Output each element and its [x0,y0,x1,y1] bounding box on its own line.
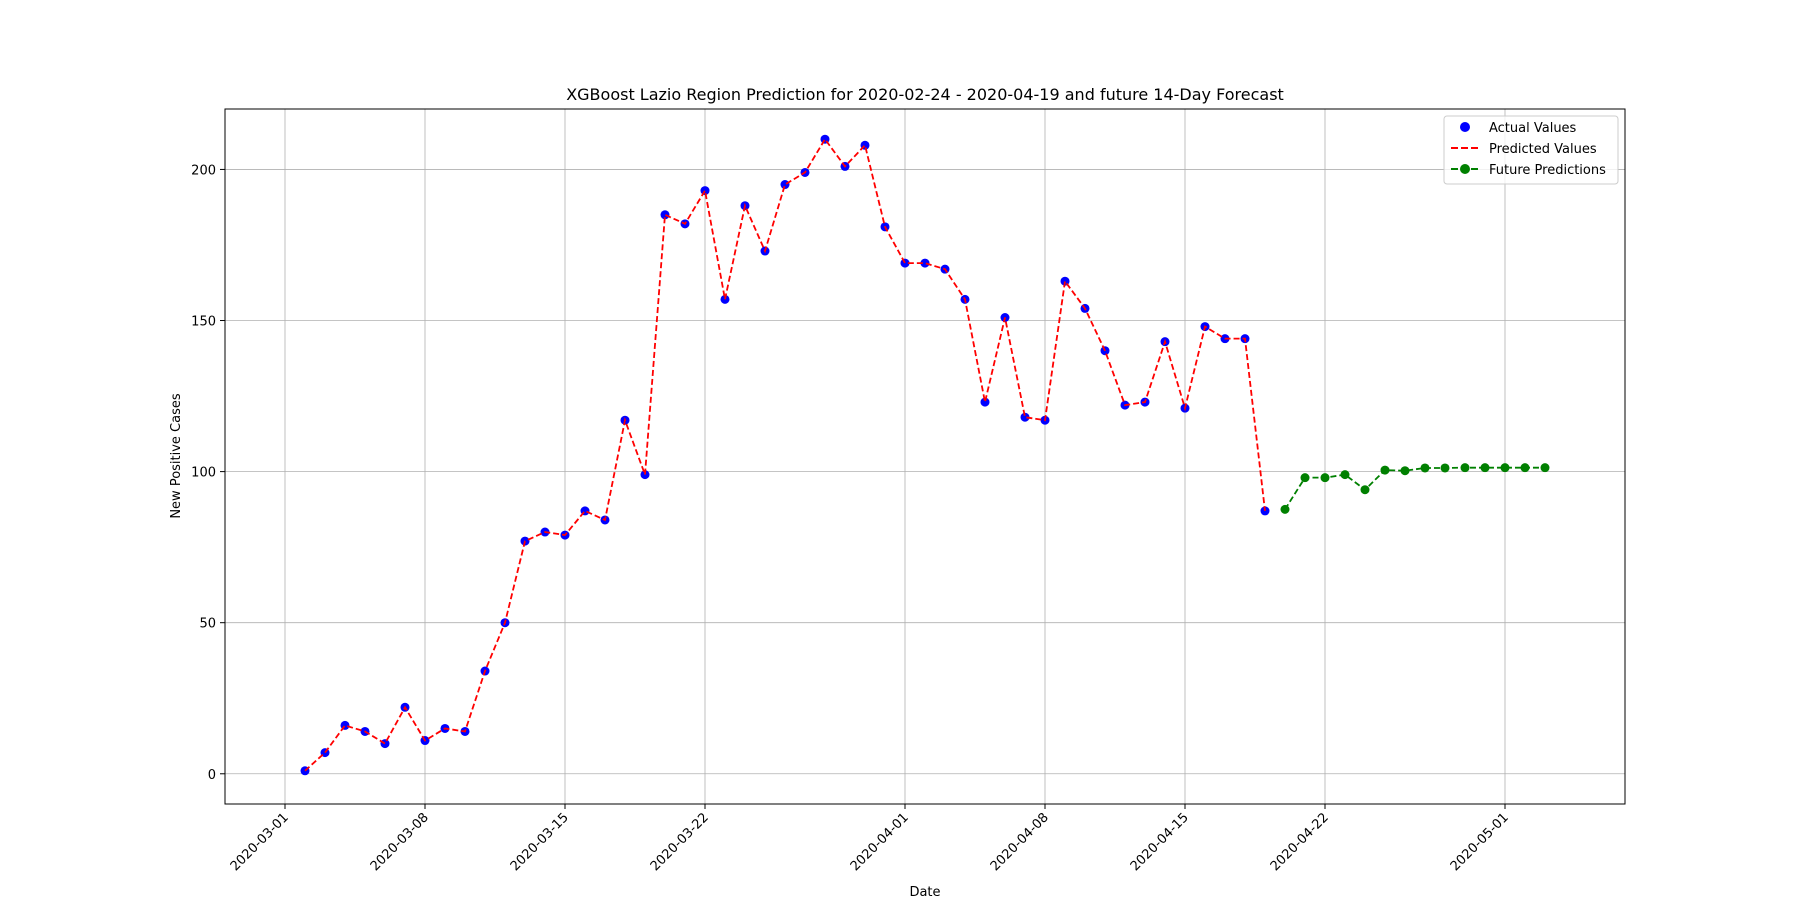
y-tick-label: 100 [191,466,216,481]
actual-point [1020,412,1030,422]
actual-point [920,258,930,268]
future-point [1440,463,1450,473]
series [300,134,1550,776]
actual-point [660,210,670,220]
future-point [1400,466,1410,476]
future-point [1540,463,1550,473]
future-point [1300,473,1310,483]
future-point [1280,504,1290,514]
legend: Actual Values Predicted Values Future Pr… [1443,115,1619,185]
future-point [1340,470,1350,480]
actual-point [780,180,790,190]
future-point [1380,465,1390,475]
plot-frame [224,108,1626,805]
future-point [1480,463,1490,473]
future-point [1360,485,1370,495]
future-point [1520,463,1530,473]
legend-marker-actual [1460,122,1470,132]
actual-point [980,397,990,407]
y-axis-label: New Positive Cases [169,393,184,519]
y-tick-label: 0 [208,768,216,783]
legend-label-future: Future Predictions [1489,163,1606,178]
legend-box [1443,115,1619,185]
actual-point [720,294,730,304]
y-tick-label: 50 [199,617,216,632]
legend-marker-future [1460,164,1470,174]
legend-label-predicted: Predicted Values [1489,142,1597,157]
y-tick-label: 200 [191,163,216,178]
actual-point [380,739,390,749]
actual-point [640,470,650,480]
future-point [1420,463,1430,473]
legend-label-actual: Actual Values [1489,121,1577,136]
future-point [1500,463,1510,473]
future-point [1320,473,1330,483]
future-point [1460,463,1470,473]
predicted-line [304,137,1266,772]
x-axis-label: Date [909,885,940,900]
chart-title: XGBoost Lazio Region Prediction for 2020… [566,85,1284,104]
y-tick-label: 150 [191,315,216,330]
grid [225,109,1625,804]
